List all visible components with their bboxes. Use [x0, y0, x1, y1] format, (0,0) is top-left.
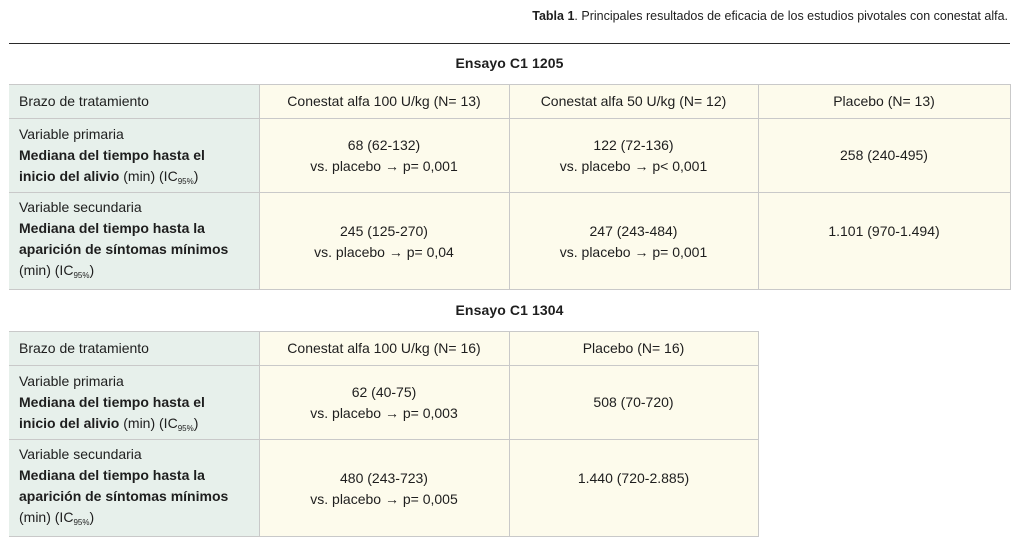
secondary-variable-cell: Variable secundaria Mediana del tiempo h… [9, 439, 260, 537]
arm-header: Placebo (N= 13) [757, 84, 1011, 119]
trial1-title: Ensayo C1 1205 [455, 55, 564, 71]
ci-close: ) [193, 415, 199, 431]
p-value: vs. placebo → p= 0,001 [559, 244, 708, 260]
p-value: vs. placebo → p= 0,005 [310, 491, 458, 507]
ci-close: ) [193, 168, 199, 184]
ci-subscript: 95% [177, 177, 194, 186]
median-value: 122 (72-136) [593, 136, 674, 153]
arm-header-label: Brazo de tratamiento [9, 331, 260, 366]
variable-name: Mediana del tiempo hasta el inicio del a… [19, 147, 205, 184]
median-value: 480 (243-723) [340, 470, 428, 486]
caption-text: . Principales resultados de eficacia de … [574, 9, 1008, 23]
top-rule [9, 43, 1010, 44]
table-row: Brazo de tratamiento Conestat alfa 100 U… [9, 331, 759, 366]
primary-variable-cell: Variable primaria Mediana del tiempo has… [9, 118, 260, 193]
median-value: 245 (125-270) [340, 223, 428, 239]
arm-header: Conestat alfa 100 U/kg (N= 13) [258, 84, 510, 119]
variable-unit: (min) (IC [119, 415, 178, 431]
p-value: vs. placebo → p= 0,001 [310, 157, 458, 174]
median-value: 62 (40-75) [351, 383, 417, 400]
arm-header: Conestat alfa 50 U/kg (N= 12) [508, 84, 759, 119]
median-value: 1.101 (970-1.494) [828, 223, 940, 239]
result-cell: 247 (243-484) vs. placebo → p= 0,001 [508, 192, 759, 290]
p-value: vs. placebo → p= 0,04 [314, 244, 454, 260]
trial2-table: Brazo de tratamiento Conestat alfa 100 U… [9, 331, 759, 537]
table-caption: Tabla 1. Principales resultados de efica… [532, 9, 1008, 23]
variable-unit: (min) (IC [19, 509, 74, 525]
arm-header: Conestat alfa 100 U/kg (N= 16) [258, 331, 510, 366]
arm-header-label: Brazo de tratamiento [9, 84, 260, 119]
caption-label: Tabla 1 [532, 9, 575, 23]
variable-type: Variable primaria [19, 373, 124, 389]
result-cell: 1.440 (720-2.885) [508, 439, 759, 537]
trial1-table: Brazo de tratamiento Conestat alfa 100 U… [9, 84, 1011, 290]
p-value: vs. placebo → p= 0,003 [310, 404, 458, 421]
variable-unit: (min) (IC [19, 262, 74, 278]
ci-close: ) [89, 509, 95, 525]
table-row: Variable secundaria Mediana del tiempo h… [9, 192, 1011, 290]
variable-name: Mediana del tiempo hasta la aparición de… [19, 220, 229, 257]
result-cell: 68 (62-132) vs. placebo → p= 0,001 [258, 118, 510, 193]
result-cell: 480 (243-723) vs. placebo → p= 0,005 [258, 439, 510, 537]
median-value: 1.440 (720-2.885) [577, 470, 690, 486]
result-cell: 245 (125-270) vs. placebo → p= 0,04 [258, 192, 510, 290]
result-cell: 258 (240-495) [757, 118, 1011, 193]
table-row: Variable primaria Mediana del tiempo has… [9, 118, 1011, 193]
median-value: 508 (70-720) [593, 394, 674, 410]
primary-variable-cell: Variable primaria Mediana del tiempo has… [9, 365, 260, 440]
ci-subscript: 95% [73, 518, 90, 527]
variable-name: Mediana del tiempo hasta el inicio del a… [19, 394, 205, 431]
secondary-variable-cell: Variable secundaria Mediana del tiempo h… [9, 192, 260, 290]
variable-name: Mediana del tiempo hasta la aparición de… [19, 467, 229, 504]
result-cell: 62 (40-75) vs. placebo → p= 0,003 [258, 365, 510, 440]
table-row: Variable primaria Mediana del tiempo has… [9, 365, 759, 440]
variable-type: Variable secundaria [19, 199, 142, 215]
variable-type: Variable primaria [19, 126, 124, 142]
median-value: 68 (62-132) [347, 136, 421, 153]
ci-close: ) [89, 262, 95, 278]
table-row: Variable secundaria Mediana del tiempo h… [9, 439, 759, 537]
arm-header: Placebo (N= 16) [508, 331, 759, 366]
variable-type: Variable secundaria [19, 446, 142, 462]
result-cell: 1.101 (970-1.494) [757, 192, 1011, 290]
table-row: Brazo de tratamiento Conestat alfa 100 U… [9, 84, 1011, 119]
ci-subscript: 95% [177, 424, 194, 433]
ci-subscript: 95% [73, 271, 90, 280]
median-value: 247 (243-484) [589, 223, 678, 239]
median-value: 258 (240-495) [840, 147, 928, 163]
variable-unit: (min) (IC [119, 168, 178, 184]
p-value: vs. placebo → p< 0,001 [559, 157, 708, 174]
trial2-title: Ensayo C1 1304 [455, 302, 564, 318]
result-cell: 508 (70-720) [508, 365, 759, 440]
result-cell: 122 (72-136) vs. placebo → p< 0,001 [508, 118, 759, 193]
